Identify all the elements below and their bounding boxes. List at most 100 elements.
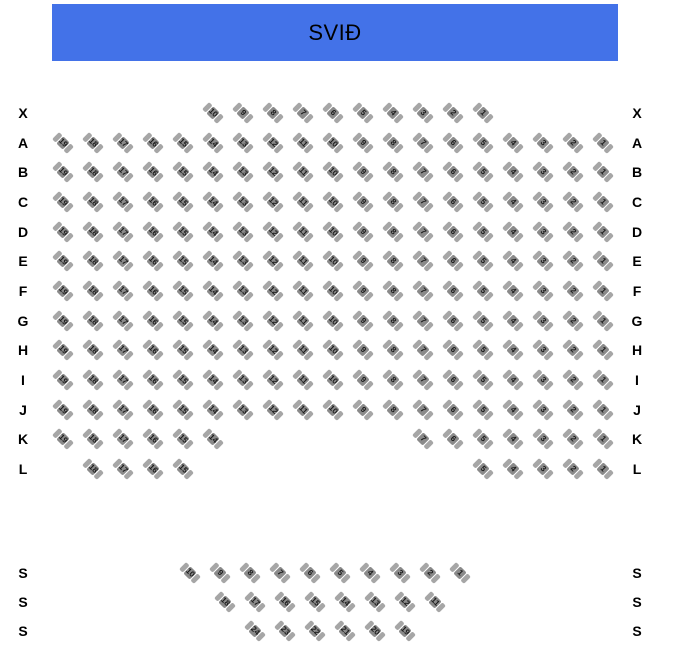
seat-j-17[interactable]: 17 [112, 399, 134, 421]
seat-g-7[interactable]: 7 [412, 310, 434, 332]
seat-x-8[interactable]: 8 [262, 102, 284, 124]
seat-f-7[interactable]: 7 [412, 280, 434, 302]
seat-k-3[interactable]: 3 [532, 428, 554, 450]
seat-j-7[interactable]: 7 [412, 399, 434, 421]
seat-i-3[interactable]: 3 [532, 369, 554, 391]
seat-j-16[interactable]: 16 [142, 399, 164, 421]
seat-a-6[interactable]: 6 [442, 132, 464, 154]
seat-b-17[interactable]: 17 [112, 161, 134, 183]
seat-f-2[interactable]: 2 [562, 280, 584, 302]
seat-g-2[interactable]: 2 [562, 310, 584, 332]
seat-c-12[interactable]: 12 [262, 191, 284, 213]
seat-d-2[interactable]: 2 [562, 221, 584, 243]
seat-g-9[interactable]: 9 [352, 310, 374, 332]
seat-s-11[interactable]: 11 [424, 591, 446, 613]
seat-h-4[interactable]: 4 [502, 339, 524, 361]
seat-j-19[interactable]: 19 [52, 399, 74, 421]
seat-j-13[interactable]: 13 [232, 399, 254, 421]
seat-e-18[interactable]: 18 [82, 250, 104, 272]
seat-h-15[interactable]: 15 [172, 339, 194, 361]
seat-d-3[interactable]: 3 [532, 221, 554, 243]
seat-b-9[interactable]: 9 [352, 161, 374, 183]
seat-s-20[interactable]: 20 [364, 620, 386, 642]
seat-g-18[interactable]: 18 [82, 310, 104, 332]
seat-e-1[interactable]: 1 [592, 250, 614, 272]
seat-e-6[interactable]: 6 [442, 250, 464, 272]
seat-s-13[interactable]: 13 [364, 591, 386, 613]
seat-c-2[interactable]: 2 [562, 191, 584, 213]
seat-d-14[interactable]: 14 [202, 221, 224, 243]
seat-e-14[interactable]: 14 [202, 250, 224, 272]
seat-h-12[interactable]: 12 [262, 339, 284, 361]
seat-f-8[interactable]: 8 [382, 280, 404, 302]
seat-c-18[interactable]: 18 [82, 191, 104, 213]
seat-x-9[interactable]: 9 [232, 102, 254, 124]
seat-h-14[interactable]: 14 [202, 339, 224, 361]
seat-f-10[interactable]: 10 [322, 280, 344, 302]
seat-b-12[interactable]: 12 [262, 161, 284, 183]
seat-f-4[interactable]: 4 [502, 280, 524, 302]
seat-d-1[interactable]: 1 [592, 221, 614, 243]
seat-j-18[interactable]: 18 [82, 399, 104, 421]
seat-b-5[interactable]: 5 [472, 161, 494, 183]
seat-i-18[interactable]: 18 [82, 369, 104, 391]
seat-s-23[interactable]: 23 [274, 620, 296, 642]
seat-e-11[interactable]: 11 [292, 250, 314, 272]
seat-s-4[interactable]: 4 [359, 562, 381, 584]
seat-e-15[interactable]: 15 [172, 250, 194, 272]
seat-b-8[interactable]: 8 [382, 161, 404, 183]
seat-c-1[interactable]: 1 [592, 191, 614, 213]
seat-f-19[interactable]: 19 [52, 280, 74, 302]
seat-a-2[interactable]: 2 [562, 132, 584, 154]
seat-e-7[interactable]: 7 [412, 250, 434, 272]
seat-h-16[interactable]: 16 [142, 339, 164, 361]
seat-s-6[interactable]: 6 [299, 562, 321, 584]
seat-h-6[interactable]: 6 [442, 339, 464, 361]
seat-j-11[interactable]: 11 [292, 399, 314, 421]
seat-g-1[interactable]: 1 [592, 310, 614, 332]
seat-c-14[interactable]: 14 [202, 191, 224, 213]
seat-a-3[interactable]: 3 [532, 132, 554, 154]
seat-d-12[interactable]: 12 [262, 221, 284, 243]
seat-d-8[interactable]: 8 [382, 221, 404, 243]
seat-h-11[interactable]: 11 [292, 339, 314, 361]
seat-d-17[interactable]: 17 [112, 221, 134, 243]
seat-e-5[interactable]: 5 [472, 250, 494, 272]
seat-e-16[interactable]: 16 [142, 250, 164, 272]
seat-i-2[interactable]: 2 [562, 369, 584, 391]
seat-d-5[interactable]: 5 [472, 221, 494, 243]
seat-a-12[interactable]: 12 [262, 132, 284, 154]
seat-h-13[interactable]: 13 [232, 339, 254, 361]
seat-s-12[interactable]: 12 [394, 591, 416, 613]
seat-b-10[interactable]: 10 [322, 161, 344, 183]
seat-x-10[interactable]: 10 [202, 102, 224, 124]
seat-x-7[interactable]: 7 [292, 102, 314, 124]
seat-f-14[interactable]: 14 [202, 280, 224, 302]
seat-i-19[interactable]: 19 [52, 369, 74, 391]
seat-h-1[interactable]: 1 [592, 339, 614, 361]
seat-d-18[interactable]: 18 [82, 221, 104, 243]
seat-k-15[interactable]: 15 [172, 428, 194, 450]
seat-f-18[interactable]: 18 [82, 280, 104, 302]
seat-d-4[interactable]: 4 [502, 221, 524, 243]
seat-i-17[interactable]: 17 [112, 369, 134, 391]
seat-i-16[interactable]: 16 [142, 369, 164, 391]
seat-k-4[interactable]: 4 [502, 428, 524, 450]
seat-g-3[interactable]: 3 [532, 310, 554, 332]
seat-d-9[interactable]: 9 [352, 221, 374, 243]
seat-h-5[interactable]: 5 [472, 339, 494, 361]
seat-e-12[interactable]: 12 [262, 250, 284, 272]
seat-g-4[interactable]: 4 [502, 310, 524, 332]
seat-b-7[interactable]: 7 [412, 161, 434, 183]
seat-f-13[interactable]: 13 [232, 280, 254, 302]
seat-c-15[interactable]: 15 [172, 191, 194, 213]
seat-h-10[interactable]: 10 [322, 339, 344, 361]
seat-c-7[interactable]: 7 [412, 191, 434, 213]
seat-l-17[interactable]: 17 [112, 458, 134, 480]
seat-l-18[interactable]: 18 [82, 458, 104, 480]
seat-i-13[interactable]: 13 [232, 369, 254, 391]
seat-j-5[interactable]: 5 [472, 399, 494, 421]
seat-x-3[interactable]: 3 [412, 102, 434, 124]
seat-a-10[interactable]: 10 [322, 132, 344, 154]
seat-d-16[interactable]: 16 [142, 221, 164, 243]
